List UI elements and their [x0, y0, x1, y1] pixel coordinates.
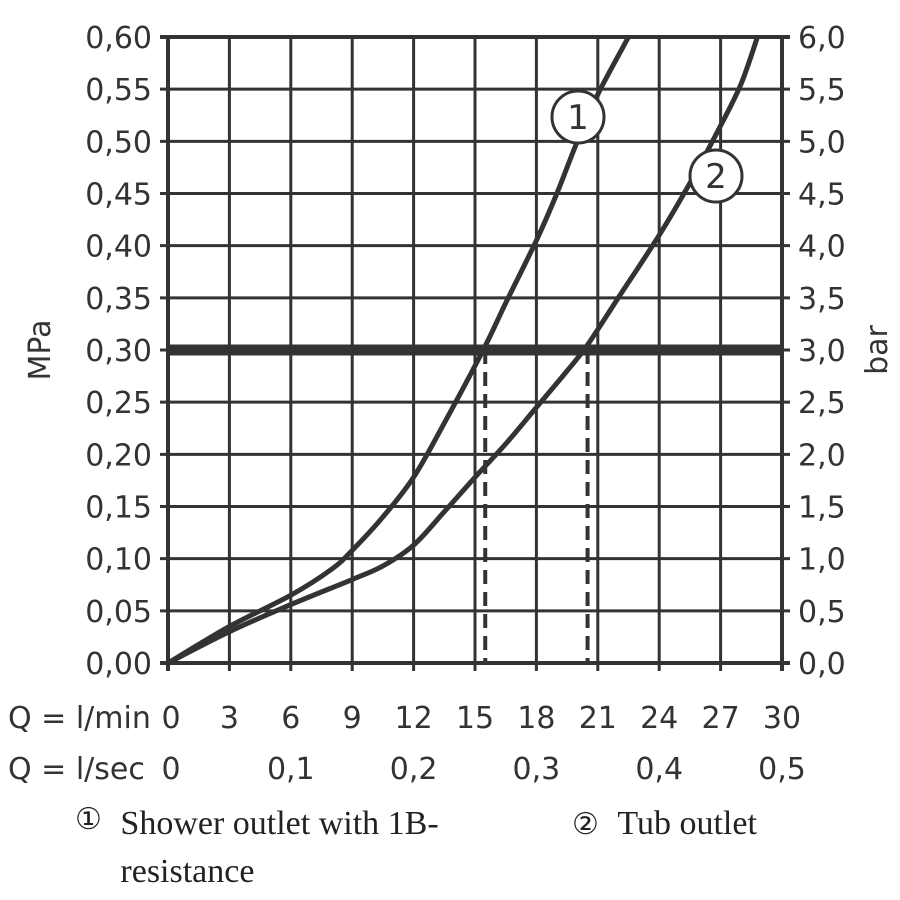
series-marker-circle-2 — [688, 148, 744, 204]
x-tick-label: 0,2 — [390, 752, 438, 787]
series-marker-label-1: 1 — [567, 98, 589, 138]
x-tick-label: 21 — [579, 701, 617, 736]
x-tick-label: 3 — [220, 701, 239, 736]
x-axis-row-label: Q = l/min — [8, 701, 151, 736]
y-tick-left-label: 0,40 — [85, 230, 152, 265]
y-tick-right-label: 2,0 — [798, 438, 846, 473]
y-tick-right-label: 5,5 — [798, 73, 846, 108]
x-tick-label: 27 — [702, 701, 740, 736]
x-tick-label: 12 — [395, 701, 433, 736]
y-tick-right-label: 0,5 — [798, 595, 846, 630]
y-tick-left-label: 0,20 — [85, 438, 152, 473]
x-axis-row-label: Q = l/sec — [8, 752, 145, 787]
legend-marker-2: ② — [572, 807, 599, 842]
y-tick-left-label: 0,15 — [85, 491, 152, 526]
y-tick-right-label: 6,0 — [798, 21, 846, 56]
y-tick-left-label: 0,35 — [85, 282, 152, 317]
x-tick-label: 0,5 — [758, 752, 806, 787]
y-axis-right-label: bar — [860, 324, 895, 374]
y-tick-right-label: 1,0 — [798, 543, 846, 578]
x-tick-label: 15 — [456, 701, 494, 736]
legend-text-1: Shower outlet with 1B-resistance — [120, 805, 439, 890]
x-tick-label: 0,1 — [267, 752, 315, 787]
y-tick-left-label: 0,55 — [85, 73, 152, 108]
y-tick-left-label: 0,00 — [85, 647, 152, 682]
y-tick-right-label: 2,5 — [798, 386, 846, 421]
y-tick-left-label: 0,10 — [85, 543, 152, 578]
x-tick-label: 0 — [161, 752, 180, 787]
y-axis-left-label: MPa — [23, 319, 58, 380]
series-marker-label-2: 2 — [705, 157, 727, 197]
legend-item-2: ② Tub outlet — [572, 800, 757, 849]
y-tick-right-label: 4,5 — [798, 178, 846, 213]
y-tick-right-label: 5,0 — [798, 125, 846, 160]
x-tick-label: 0 — [161, 701, 180, 736]
x-tick-label: 24 — [640, 701, 678, 736]
y-tick-left-label: 0,30 — [85, 334, 152, 369]
x-tick-label: 0,4 — [635, 752, 683, 787]
y-tick-left-label: 0,50 — [85, 125, 152, 160]
y-tick-left-label: 0,05 — [85, 595, 152, 630]
legend-marker-1: ① — [75, 802, 102, 837]
series-marker-circle-1 — [550, 89, 606, 145]
x-tick-label: 6 — [281, 701, 300, 736]
legend-text-2: Tub outlet — [617, 805, 757, 842]
x-tick-label: 9 — [343, 701, 362, 736]
y-tick-right-label: 0,0 — [798, 647, 846, 682]
y-tick-right-label: 3,5 — [798, 282, 846, 317]
y-tick-right-label: 3,0 — [798, 334, 846, 369]
legend-item-1: ① Shower outlet with 1B-resistance — [75, 800, 520, 896]
y-tick-right-label: 4,0 — [798, 230, 846, 265]
y-tick-right-label: 1,5 — [798, 491, 846, 526]
x-tick-label: 0,3 — [513, 752, 561, 787]
x-tick-label: 30 — [763, 701, 801, 736]
y-tick-left-label: 0,25 — [85, 386, 152, 421]
x-tick-label: 18 — [517, 701, 555, 736]
y-tick-left-label: 0,45 — [85, 178, 152, 213]
y-tick-left-label: 0,60 — [85, 21, 152, 56]
series-line-1 — [166, 35, 631, 666]
